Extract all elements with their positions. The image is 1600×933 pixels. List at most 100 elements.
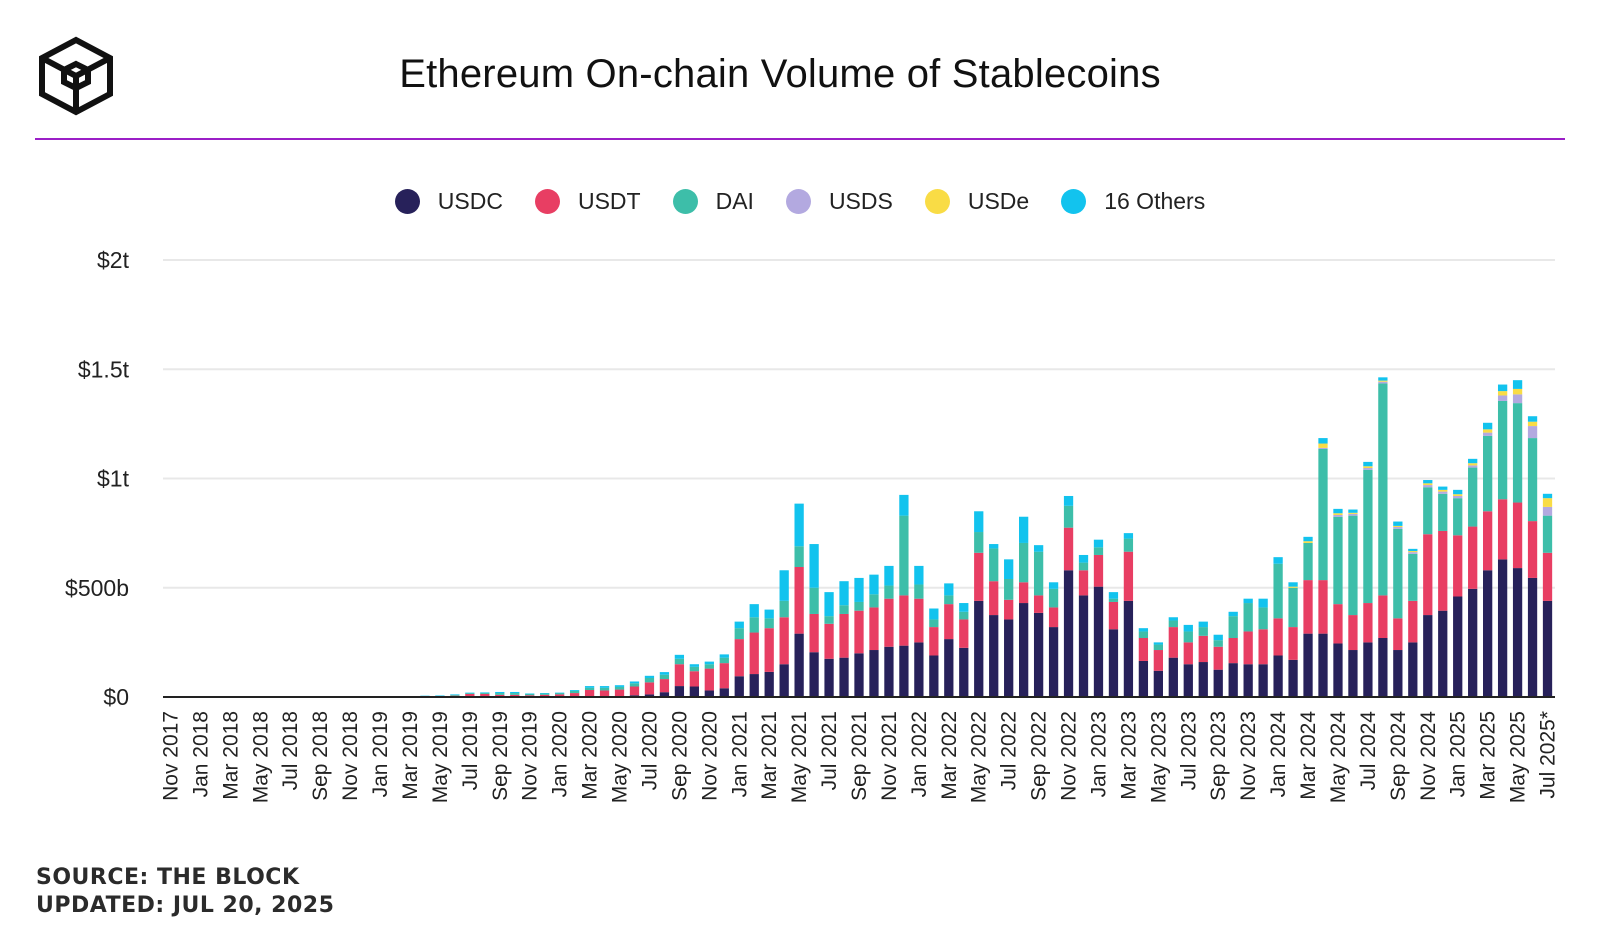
x-tick-label: Jul 2025* [1537,711,1560,799]
bar-16-others-jan-2022 [914,565,924,585]
bar-dai-jun-2022 [989,548,999,582]
legend-label: USDC [437,188,503,214]
bar-usde-feb-2024 [1288,586,1298,588]
x-tick-label: Sep 2020 [668,711,691,801]
bar-16-others-sep-2022 [1033,545,1044,552]
legend-item-usds[interactable]: USDS [785,188,893,215]
bar-16-others-jul-2020 [644,675,655,678]
bar-usdc-jan-2024 [1273,655,1283,697]
legend-item-usdt[interactable]: USDT [534,188,641,215]
bar-usdc-aug-2022 [1019,603,1029,697]
bar-usds-feb-2025 [1468,465,1478,468]
x-tick-label: Jan 2025 [1447,711,1470,797]
legend-swatch-usde [924,189,950,214]
bar-16-others-may-2019 [435,695,445,697]
bar-dai-oct-2021 [869,594,879,608]
bar-dai-aug-2019 [480,692,490,694]
bar-usdt-mar-2025 [1483,511,1493,571]
bar-usdc-mar-2023 [1123,600,1134,697]
x-tick-label: Mar 2021 [758,711,781,800]
bar-usdt-nov-2024 [1423,534,1433,616]
bar-dai-mar-2024 [1303,542,1313,581]
bar-dai-dec-2024 [1438,493,1448,531]
bar-usdc-aug-2021 [839,657,849,697]
bar-dai-jul-2019 [465,693,475,694]
x-tick-label: Nov 2017 [159,711,182,801]
legend-item-usdc[interactable]: USDC [394,188,503,215]
bar-16-others-feb-2025 [1468,458,1478,464]
bar-usdt-may-2022 [974,552,984,601]
bar-16-others-sep-2021 [854,577,864,602]
bar-usde-apr-2024 [1318,443,1328,448]
bar-16-others-nov-2024 [1423,480,1433,484]
bar-usdt-jul-2019 [465,693,475,697]
bar-16-others-dec-2020 [719,654,729,658]
bar-16-others-sep-2023 [1213,634,1223,641]
bar-usdc-jun-2022 [989,615,999,697]
bar-usdc-sep-2024 [1393,650,1403,697]
bar-usds-jul-2024 [1363,468,1373,470]
x-tick-label: Mar 2023 [1117,711,1140,800]
bar-usds-jun-2024 [1348,513,1358,516]
bar-usde-mar-2024 [1303,541,1313,543]
bar-usdc-sep-2020 [674,686,685,697]
bar-usdt-jan-2021 [734,639,744,677]
bar-usdt-apr-2024 [1318,580,1328,634]
bar-usdc-jun-2024 [1348,650,1358,697]
bar-usde-aug-2024 [1378,380,1388,382]
bar-16-others-nov-2020 [704,661,714,665]
bar-16-others-dec-2023 [1258,598,1268,608]
bar-16-others-aug-2021 [839,581,849,606]
bar-usdc-dec-2022 [1078,595,1089,697]
bar-usdt-sep-2019 [495,694,505,697]
legend-label: USDT [577,188,641,214]
x-tick-label: Mar 2025 [1477,711,1500,800]
legend-item-dai[interactable]: DAI [672,188,754,215]
legend-label: USDS [828,188,893,214]
bar-16-others-may-2020 [614,685,625,687]
bar-dai-apr-2021 [779,600,789,618]
x-tick-label: Jan 2019 [369,711,392,797]
bar-usdt-feb-2020 [569,693,580,697]
bar-usdc-jul-2023 [1183,664,1193,697]
bar-usds-may-2025 [1512,394,1523,404]
bar-dai-feb-2025 [1468,467,1478,527]
bar-dai-aug-2022 [1019,542,1029,583]
bar-usdc-dec-2023 [1258,664,1268,697]
x-tick-label: Jan 2018 [189,711,212,797]
bar-16-others-sep-2020 [674,654,685,659]
legend-item-usde[interactable]: USDe [924,188,1029,215]
bar-dai-nov-2023 [1243,603,1253,632]
bar-usdc-apr-2025 [1497,559,1508,697]
bar-usdt-oct-2023 [1228,638,1238,664]
bar-usdc-jul-2021 [824,658,834,697]
bar-usds-nov-2024 [1423,485,1433,488]
bar-usdt-apr-2025 [1497,499,1508,560]
bar-dai-aug-2020 [659,674,670,680]
title-divider [35,138,1565,140]
bar-16-others-feb-2020 [569,690,580,691]
bar-16-others-apr-2021 [779,570,789,601]
bar-dai-mar-2025 [1483,435,1493,512]
bar-16-others-oct-2021 [869,574,879,595]
bar-usdc-feb-2021 [749,674,759,697]
bar-usdt-dec-2019 [540,694,550,697]
bar-usdc-nov-2021 [884,646,894,697]
bar-usde-jul-2024 [1363,466,1373,469]
bar-usdt-apr-2022 [959,619,969,648]
bar-16-others-jun-2021 [809,544,819,588]
bar-dai-sep-2021 [854,601,864,611]
bar-usds-mar-2025 [1483,432,1493,436]
bar-usdt-dec-2024 [1438,530,1448,611]
bar-usdc-jan-2022 [914,642,924,697]
legend-item-16-others[interactable]: 16 Others [1061,188,1205,215]
bar-16-others-apr-2019 [420,695,430,697]
bar-usdc-feb-2022 [929,655,939,697]
bar-usdt-oct-2021 [869,607,879,651]
bar-16-others-feb-2023 [1108,592,1119,599]
bar-usdt-aug-2024 [1378,595,1388,639]
bar-16-others-jul-2021 [824,592,834,617]
bar-16-others-jan-2025 [1453,489,1463,495]
bar-16-others-jul-2024 [1363,461,1373,467]
bar-dai-sep-2020 [674,658,685,665]
